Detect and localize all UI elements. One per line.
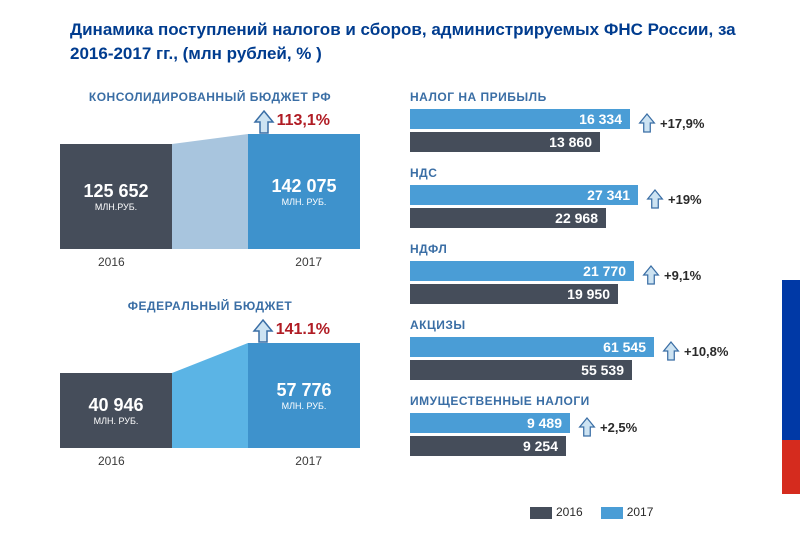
tax-bar-2017: 16 334 bbox=[410, 109, 630, 129]
bar-2016: 125 652 млн.руб. bbox=[60, 144, 172, 249]
tax-growth: +17,9% bbox=[638, 112, 704, 134]
unit-2016: МЛН. РУБ. bbox=[94, 416, 139, 426]
consolidated-budget-title: КОНСОЛИДИРОВАННЫЙ БЮДЖЕТ РФ bbox=[60, 90, 360, 104]
value-2016: 125 652 bbox=[83, 181, 148, 202]
tax-row: НДС 27 341 22 968 +19% bbox=[410, 166, 750, 228]
consolidated-growth-pct: 113,1% bbox=[277, 112, 330, 130]
tax-bar-2017: 61 545 bbox=[410, 337, 654, 357]
unit-2017: МЛН. РУБ. bbox=[282, 197, 327, 207]
tax-bar-2017: 27 341 bbox=[410, 185, 638, 205]
tax-growth-pct: +19% bbox=[668, 192, 702, 207]
unit-2017: МЛН. РУБ. bbox=[282, 401, 327, 411]
year-label-2017: 2017 bbox=[295, 255, 322, 269]
legend: 2016 2017 bbox=[530, 505, 653, 519]
legend-2016: 2016 bbox=[530, 505, 583, 519]
page-title: Динамика поступлений налогов и сборов, а… bbox=[70, 18, 750, 66]
tax-row: ИМУЩЕСТВЕННЫЕ НАЛОГИ 9 489 9 254 +2,5% bbox=[410, 394, 750, 456]
left-column: КОНСОЛИДИРОВАННЫЙ БЮДЖЕТ РФ 113,1% 125 6… bbox=[60, 90, 360, 498]
flag-strip bbox=[782, 280, 800, 494]
federal-budget-title: ФЕДЕРАЛЬНЫЙ БЮДЖЕТ bbox=[60, 299, 360, 313]
bar-2017: 57 776 МЛН. РУБ. bbox=[248, 343, 360, 448]
value-2017: 142 075 bbox=[271, 176, 336, 197]
tax-growth-pct: +17,9% bbox=[660, 116, 704, 131]
tax-title: АКЦИЗЫ bbox=[410, 318, 750, 332]
year-label-2016: 2016 bbox=[98, 454, 125, 468]
federal-budget-chart: ФЕДЕРАЛЬНЫЙ БЮДЖЕТ 141.1% 40 946 МЛН. РУ… bbox=[60, 299, 360, 468]
up-arrow-icon bbox=[578, 416, 596, 438]
tax-growth-pct: +9,1% bbox=[664, 268, 701, 283]
value-2016: 40 946 bbox=[88, 395, 143, 416]
tax-row: НДФЛ 21 770 19 950 +9,1% bbox=[410, 242, 750, 304]
right-column: НАЛОГ НА ПРИБЫЛЬ 16 334 13 860 +17,9% НДС 27 … bbox=[410, 90, 750, 470]
tax-row: НАЛОГ НА ПРИБЫЛЬ 16 334 13 860 +17,9% bbox=[410, 90, 750, 152]
tax-growth-pct: +10,8% bbox=[684, 344, 728, 359]
tax-growth: +2,5% bbox=[578, 416, 637, 438]
value-2017: 57 776 bbox=[276, 380, 331, 401]
tax-bar-2016: 9 254 bbox=[410, 436, 566, 456]
year-label-2017: 2017 bbox=[295, 454, 322, 468]
year-label-2016: 2016 bbox=[98, 255, 125, 269]
up-arrow-icon bbox=[638, 112, 656, 134]
tax-title: НДС bbox=[410, 166, 750, 180]
tax-title: ИМУЩЕСТВЕННЫЕ НАЛОГИ bbox=[410, 394, 750, 408]
consolidated-budget-chart: КОНСОЛИДИРОВАННЫЙ БЮДЖЕТ РФ 113,1% 125 6… bbox=[60, 90, 360, 269]
tax-growth: +10,8% bbox=[662, 340, 728, 362]
tax-bar-2016: 55 539 bbox=[410, 360, 632, 380]
tax-growth-pct: +2,5% bbox=[600, 420, 637, 435]
up-arrow-icon bbox=[252, 318, 270, 342]
bar-2016: 40 946 МЛН. РУБ. bbox=[60, 373, 172, 448]
federal-growth-pct: 141.1% bbox=[276, 321, 330, 339]
tax-bar-2016: 13 860 bbox=[410, 132, 600, 152]
unit-2016: млн.руб. bbox=[95, 202, 137, 212]
up-arrow-icon bbox=[642, 264, 660, 286]
up-arrow-icon bbox=[253, 109, 271, 133]
tax-title: НАЛОГ НА ПРИБЫЛЬ bbox=[410, 90, 750, 104]
up-arrow-icon bbox=[662, 340, 680, 362]
tax-growth: +19% bbox=[646, 188, 702, 210]
bar-2017: 142 075 МЛН. РУБ. bbox=[248, 134, 360, 249]
tax-row: АКЦИЗЫ 61 545 55 539 +10,8% bbox=[410, 318, 750, 380]
tax-growth: +9,1% bbox=[642, 264, 701, 286]
legend-2017: 2017 bbox=[601, 505, 654, 519]
tax-title: НДФЛ bbox=[410, 242, 750, 256]
up-arrow-icon bbox=[646, 188, 664, 210]
tax-bar-2016: 19 950 bbox=[410, 284, 618, 304]
tax-bar-2017: 21 770 bbox=[410, 261, 634, 281]
tax-bar-2017: 9 489 bbox=[410, 413, 570, 433]
tax-bar-2016: 22 968 bbox=[410, 208, 606, 228]
